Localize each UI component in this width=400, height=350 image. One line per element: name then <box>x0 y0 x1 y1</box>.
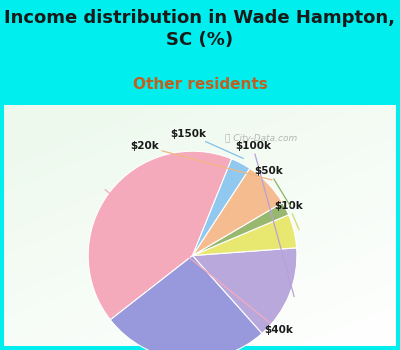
Wedge shape <box>88 151 232 320</box>
Text: Income distribution in Wade Hampton,
SC (%): Income distribution in Wade Hampton, SC … <box>4 9 396 49</box>
Text: Other residents: Other residents <box>133 77 267 92</box>
Wedge shape <box>110 256 262 350</box>
Text: $75k: $75k <box>0 349 1 350</box>
Text: $20k: $20k <box>130 141 272 180</box>
Wedge shape <box>192 168 282 256</box>
Wedge shape <box>192 248 297 334</box>
Text: $100k: $100k <box>235 141 294 296</box>
Text: ⓘ City-Data.com: ⓘ City-Data.com <box>225 134 297 143</box>
Text: $150k: $150k <box>170 129 243 159</box>
Text: $40k: $40k <box>105 190 294 335</box>
Text: $50k: $50k <box>255 166 290 206</box>
Wedge shape <box>192 215 297 256</box>
Text: $10k: $10k <box>274 201 303 230</box>
Wedge shape <box>192 203 289 256</box>
Wedge shape <box>192 159 250 256</box>
